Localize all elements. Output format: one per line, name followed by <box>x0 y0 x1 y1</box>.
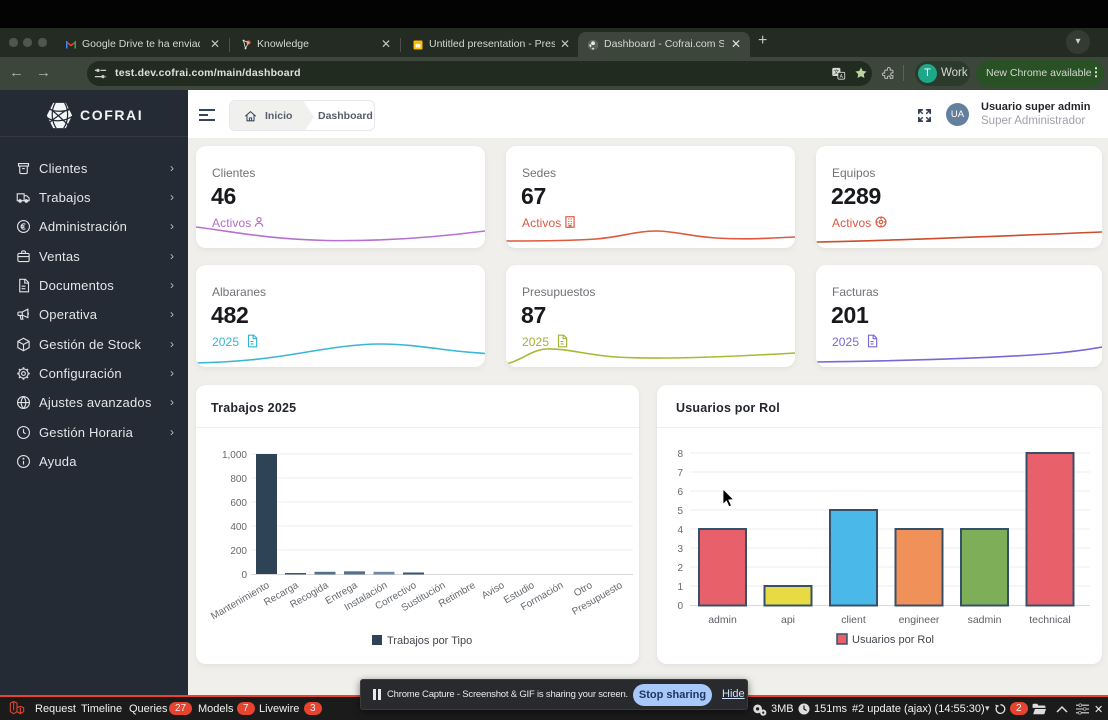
svg-text:Usuarios por Rol: Usuarios por Rol <box>852 634 934 646</box>
svg-text:文: 文 <box>834 68 840 76</box>
svg-text:5: 5 <box>677 506 683 517</box>
svg-text:200: 200 <box>230 546 247 557</box>
svg-text:technical: technical <box>1029 614 1070 626</box>
svg-text:admin: admin <box>708 614 737 626</box>
svg-text:400: 400 <box>230 522 247 533</box>
svg-text:client: client <box>841 614 866 626</box>
svg-text:sadmin: sadmin <box>968 614 1002 626</box>
svg-text:0: 0 <box>677 601 683 612</box>
svg-text:engineer: engineer <box>899 614 940 626</box>
svg-text:800: 800 <box>230 474 247 485</box>
svg-text:0: 0 <box>241 570 247 581</box>
svg-text:4: 4 <box>677 525 683 536</box>
svg-text:1: 1 <box>677 582 683 593</box>
svg-text:3: 3 <box>677 544 683 555</box>
svg-text:api: api <box>781 614 795 626</box>
svg-text:2: 2 <box>677 563 683 574</box>
svg-text:6: 6 <box>677 487 683 498</box>
svg-text:1,000: 1,000 <box>222 450 247 461</box>
svg-text:Trabajos por Tipo: Trabajos por Tipo <box>387 635 472 647</box>
svg-text:600: 600 <box>230 498 247 509</box>
svg-text:8: 8 <box>677 449 683 460</box>
svg-text:A: A <box>840 74 844 80</box>
svg-text:7: 7 <box>677 468 683 479</box>
